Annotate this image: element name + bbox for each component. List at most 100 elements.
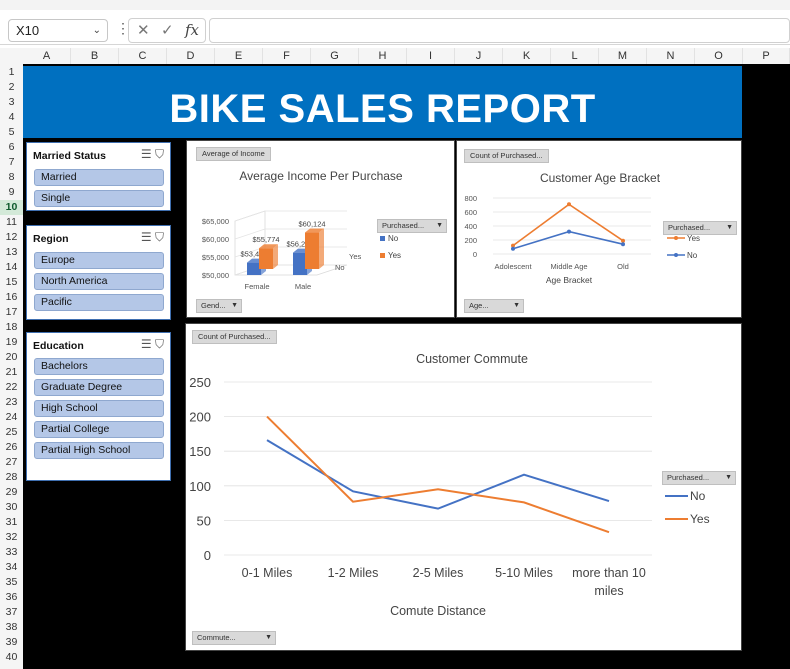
- clear-filter-icon[interactable]: ⛉: [154, 230, 164, 244]
- row-header-26[interactable]: 26: [5, 441, 18, 453]
- legend-filter-button[interactable]: Purchased... ▼: [663, 221, 737, 235]
- row-header-20[interactable]: 20: [5, 351, 18, 363]
- more-options-icon[interactable]: ⋮: [116, 20, 130, 36]
- row-header-25[interactable]: 25: [5, 426, 18, 438]
- column-header-f[interactable]: F: [263, 48, 311, 64]
- formula-input[interactable]: [209, 18, 790, 43]
- slicer-item-north-america[interactable]: North America: [34, 273, 164, 290]
- row-header-5[interactable]: 5: [8, 126, 15, 138]
- legend-filter-button[interactable]: Purchased... ▼: [662, 471, 736, 485]
- axis-filter-button[interactable]: Commute... ▼: [192, 631, 276, 645]
- column-header-j[interactable]: J: [455, 48, 503, 64]
- legend-filter-button[interactable]: Purchased... ▼: [377, 219, 447, 233]
- row-header-27[interactable]: 27: [5, 456, 18, 468]
- chevron-down-icon[interactable]: ⌄: [92, 25, 101, 36]
- column-header-l[interactable]: L: [551, 48, 599, 64]
- slicer-item-graduate-degree[interactable]: Graduate Degree: [34, 379, 164, 396]
- column-header-i[interactable]: I: [407, 48, 455, 64]
- row-header-11[interactable]: 11: [6, 216, 17, 228]
- row-header-36[interactable]: 36: [5, 591, 18, 603]
- row-header-33[interactable]: 33: [5, 546, 18, 558]
- slicer-item-partial-college[interactable]: Partial College: [34, 421, 164, 438]
- row-header-6[interactable]: 6: [8, 141, 15, 153]
- chart-title: Customer Age Bracket: [540, 171, 661, 185]
- row-header-40[interactable]: 40: [5, 651, 18, 663]
- row-header-13[interactable]: 13: [5, 246, 18, 258]
- column-header-g[interactable]: G: [311, 48, 359, 64]
- axis-filter-label: Age...: [469, 301, 489, 310]
- slicer-item-single[interactable]: Single: [34, 190, 164, 207]
- clear-filter-icon[interactable]: ⛉: [154, 337, 164, 351]
- row-header-32[interactable]: 32: [5, 531, 18, 543]
- field-button-count-purchased[interactable]: Count of Purchased...: [464, 149, 549, 163]
- slicer-item-partial-high-school[interactable]: Partial High School: [34, 442, 164, 459]
- row-header-35[interactable]: 35: [5, 576, 18, 588]
- slicer-item-high-school[interactable]: High School: [34, 400, 164, 417]
- row-header-34[interactable]: 34: [5, 561, 18, 573]
- column-header-n[interactable]: N: [647, 48, 695, 64]
- row-header-21[interactable]: 21: [5, 366, 18, 378]
- row-header-3[interactable]: 3: [8, 96, 15, 108]
- bar-side: [273, 244, 278, 269]
- row-header-28[interactable]: 28: [5, 471, 18, 483]
- clear-filter-icon[interactable]: ⛉: [154, 147, 164, 161]
- name-box[interactable]: X10 ⌄: [8, 19, 108, 42]
- row-header-38[interactable]: 38: [5, 621, 18, 633]
- field-button-count-purchased[interactable]: Count of Purchased...: [192, 330, 277, 344]
- enter-icon[interactable]: ✓: [161, 22, 174, 39]
- multi-select-icon[interactable]: ☰: [140, 337, 152, 351]
- field-button-average-income[interactable]: Average of Income: [196, 147, 271, 161]
- y-tick-label: 250: [189, 375, 211, 390]
- column-header-o[interactable]: O: [695, 48, 743, 64]
- row-header-19[interactable]: 19: [5, 336, 18, 348]
- row-header-10[interactable]: 10: [0, 200, 23, 215]
- row-header-9[interactable]: 9: [8, 186, 15, 198]
- column-header-p[interactable]: P: [743, 48, 790, 64]
- row-header-23[interactable]: 23: [5, 396, 18, 408]
- bar-no: [293, 252, 307, 275]
- row-header-31[interactable]: 31: [5, 516, 18, 528]
- slicer-item-bachelors[interactable]: Bachelors: [34, 358, 164, 375]
- legend-label: No: [690, 489, 706, 503]
- axis-filter-button[interactable]: Gend... ▼: [196, 299, 242, 313]
- row-header-39[interactable]: 39: [5, 636, 18, 648]
- row-header-7[interactable]: 7: [8, 156, 15, 168]
- column-header-a[interactable]: A: [23, 48, 71, 64]
- row-header-30[interactable]: 30: [5, 501, 18, 513]
- multi-select-icon[interactable]: ☰: [140, 147, 152, 161]
- slicer-item-pacific[interactable]: Pacific: [34, 294, 164, 311]
- insert-function-icon[interactable]: fx: [185, 21, 200, 39]
- row-header-8[interactable]: 8: [8, 171, 15, 183]
- row-header-12[interactable]: 12: [5, 231, 18, 243]
- income-chart[interactable]: Average of Income Purchased... ▼ Gend... ▼…: [186, 140, 455, 318]
- commute-chart[interactable]: Count of Purchased... Purchased... ▼ Comm…: [185, 323, 742, 651]
- column-header-k[interactable]: K: [503, 48, 551, 64]
- column-header-e[interactable]: E: [215, 48, 263, 64]
- row-header-2[interactable]: 2: [8, 81, 15, 93]
- column-header-h[interactable]: H: [359, 48, 407, 64]
- row-header-1[interactable]: 1: [8, 66, 15, 78]
- row-header-4[interactable]: 4: [8, 111, 15, 123]
- column-header-d[interactable]: D: [167, 48, 215, 64]
- column-header-b[interactable]: B: [71, 48, 119, 64]
- chevron-down-icon: ▼: [436, 222, 443, 229]
- cancel-icon[interactable]: ✕: [137, 22, 150, 39]
- row-header-15[interactable]: 15: [5, 276, 18, 288]
- name-box-value: X10: [16, 23, 40, 38]
- age-chart[interactable]: Count of Purchased... Purchased... ▼ Age.…: [456, 140, 742, 318]
- row-header-24[interactable]: 24: [5, 411, 18, 423]
- row-header-17[interactable]: 17: [5, 306, 18, 318]
- column-header-m[interactable]: M: [599, 48, 647, 64]
- row-header-14[interactable]: 14: [5, 261, 18, 273]
- row-header-18[interactable]: 18: [5, 321, 18, 333]
- axis-filter-button[interactable]: Age... ▼: [464, 299, 524, 313]
- row-header-16[interactable]: 16: [5, 291, 18, 303]
- row-header-29[interactable]: 29: [5, 486, 18, 498]
- slicer-item-europe[interactable]: Europe: [34, 252, 164, 269]
- slicer-item-married[interactable]: Married: [34, 169, 164, 186]
- multi-select-icon[interactable]: ☰: [140, 230, 152, 244]
- report-title: BIKE SALES REPORT: [23, 66, 742, 138]
- column-header-c[interactable]: C: [119, 48, 167, 64]
- row-header-37[interactable]: 37: [5, 606, 18, 618]
- row-header-22[interactable]: 22: [5, 381, 18, 393]
